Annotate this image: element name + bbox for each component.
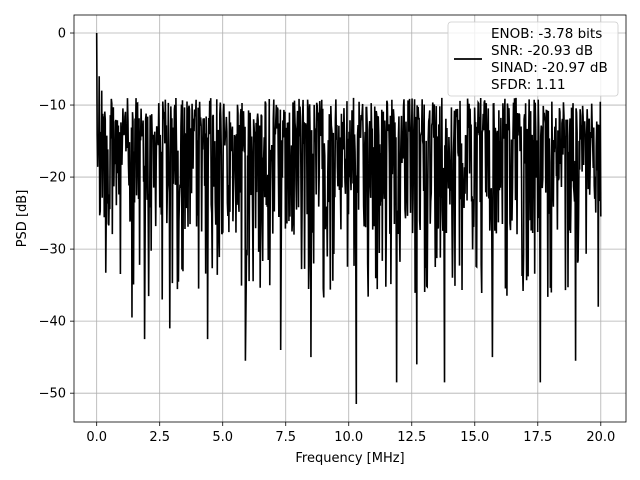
x-tick-label: 12.5 <box>397 430 426 445</box>
y-axis-label: PSD [dB] <box>15 190 30 248</box>
x-tick-label: 2.5 <box>149 430 170 445</box>
x-axis-label: Frequency [MHz] <box>295 451 404 466</box>
y-tick-label: −40 <box>39 315 66 330</box>
y-tick-label: 0 <box>58 27 66 42</box>
x-tick-label: 5.0 <box>212 430 233 445</box>
x-tick-label: 20.0 <box>586 430 615 445</box>
x-tick-label: 0.0 <box>86 430 107 445</box>
y-axis-ticks: 0 −10 −20 −30 −40 −50 <box>39 27 74 402</box>
x-tick-label: 7.5 <box>275 430 296 445</box>
legend-entry-snr: SNR: -20.93 dB <box>491 43 593 59</box>
legend-box <box>447 21 619 97</box>
legend-entry-sfdr: SFDR: 1.11 <box>491 77 566 93</box>
x-tick-label: 15.0 <box>460 430 489 445</box>
y-tick-label: −20 <box>39 171 66 186</box>
psd-series-line <box>95 33 602 404</box>
plot-area <box>95 33 602 404</box>
legend-entry-sinad: SINAD: -20.97 dB <box>491 60 608 76</box>
legend-entry-enob: ENOB: -3.78 bits <box>491 26 602 42</box>
y-tick-label: −30 <box>39 243 66 258</box>
y-tick-label: −50 <box>39 387 66 402</box>
x-tick-label: 10.0 <box>334 430 363 445</box>
x-axis-ticks: 0.0 2.5 5.0 7.5 10.0 12.5 15.0 17.5 20.0 <box>86 422 615 445</box>
axes-frame <box>73 14 627 423</box>
y-tick-label: −10 <box>39 99 66 114</box>
legend: ENOB: -3.78 bits SNR: -20.93 dB SINAD: -… <box>447 21 619 97</box>
x-tick-label: 17.5 <box>523 430 552 445</box>
